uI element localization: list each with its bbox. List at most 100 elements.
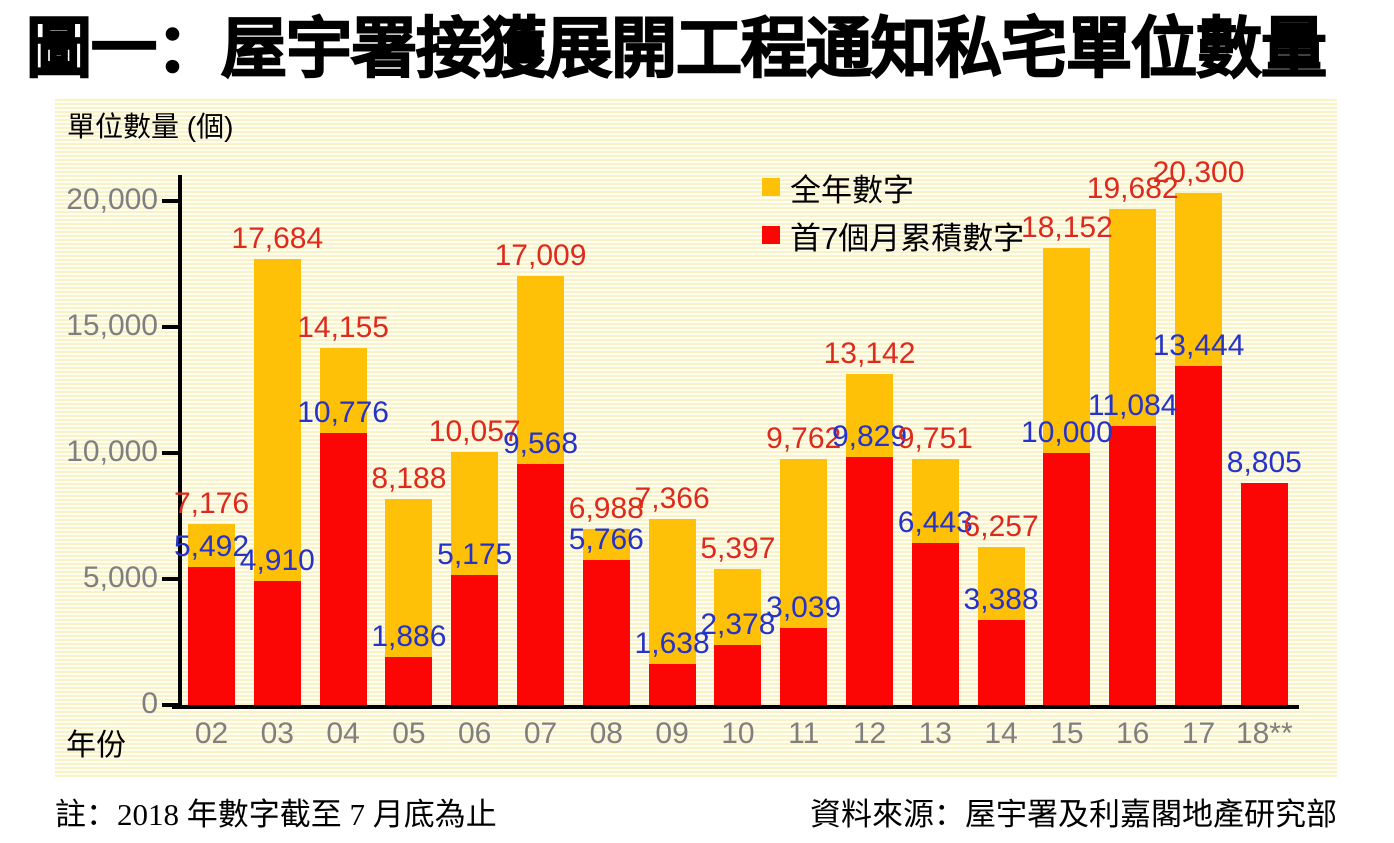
y-tick-label: 10,000 (66, 435, 158, 468)
label-seven-month-05: 1,886 (371, 620, 447, 654)
bar-seven-month-05 (385, 657, 433, 705)
label-full-year-11: 9,762 (766, 421, 842, 455)
label-seven-month-12: 9,829 (831, 420, 908, 454)
bar-full-year-04 (319, 348, 367, 434)
legend: 全年數字 首7個月累積數字 (762, 167, 1025, 256)
bar-seven-month-17 (1175, 366, 1222, 705)
x-tick-label-15: 15 (1050, 717, 1084, 750)
bar-full-year-05 (385, 498, 433, 658)
bar-full-year-08 (582, 528, 630, 560)
bar-full-year-17 (1175, 193, 1222, 367)
label-full-year-05: 8,188 (371, 461, 447, 495)
legend-label-seven-month: 首7個月累積數字 (790, 220, 1025, 256)
bar-full-year-11 (780, 458, 828, 629)
label-seven-month-13: 6,443 (897, 505, 973, 539)
y-tick-mark (162, 325, 178, 329)
source-text: 資料來源：屋宇署及利嘉閣地產研究部 (810, 797, 1337, 832)
label-full-year-08: 6,988 (568, 491, 644, 525)
x-tick-label-06: 06 (458, 717, 492, 750)
bar-seven-month-03 (253, 581, 301, 705)
bar-full-year-03 (253, 259, 301, 582)
y-tick-mark (162, 577, 178, 581)
label-seven-month-17: 13,444 (1152, 329, 1245, 363)
label-full-year-06: 10,057 (428, 414, 521, 448)
label-full-year-03: 17,684 (231, 222, 324, 256)
label-seven-month-07: 9,568 (502, 426, 579, 460)
bar-seven-month-10 (714, 645, 762, 705)
label-full-year-15: 18,152 (1021, 210, 1113, 244)
bar-seven-month-14 (977, 619, 1025, 705)
bar-seven-month-09 (648, 663, 696, 705)
bar-seven-month-04 (319, 433, 367, 705)
bar-seven-month-16 (1109, 425, 1157, 705)
legend-item-seven-month: 首7個月累積數字 (762, 215, 1025, 256)
y-axis (178, 175, 182, 709)
x-axis-title: 年份 (66, 729, 126, 762)
label-full-year-16: 19,682 (1086, 172, 1179, 205)
note-text: 註：2018 年數字截至 7 月底為止 (55, 797, 497, 832)
label-seven-month-15: 10,000 (1021, 416, 1113, 449)
legend-item-full-year: 全年數字 (762, 167, 1024, 208)
y-tick-mark (162, 451, 178, 455)
bar-full-year-14 (977, 547, 1025, 620)
label-seven-month-04: 10,776 (297, 396, 389, 430)
label-full-year-10: 5,397 (700, 531, 776, 565)
x-tick-label-12: 12 (852, 717, 887, 750)
x-tick-label-09: 09 (655, 717, 689, 750)
figure-title: 圖一：屋宇署接獲展開工程通知私宅單位數量 (25, 10, 1328, 86)
bar-seven-month-08 (582, 559, 630, 705)
bar-seven-month-06 (451, 574, 499, 705)
bar-seven-month-02 (188, 566, 235, 705)
label-full-year-13: 9,751 (897, 422, 973, 456)
bar-full-year-06 (451, 451, 499, 575)
bar-full-year-02 (188, 524, 235, 567)
label-full-year-04: 14,155 (297, 311, 389, 345)
x-tick-label-14: 14 (984, 717, 1018, 750)
label-seven-month-03: 4,910 (239, 544, 315, 578)
bar-seven-month-15 (1043, 453, 1091, 705)
bar-full-year-10 (714, 568, 762, 646)
bar-seven-month-12 (846, 457, 893, 705)
x-tick-label-10: 10 (721, 717, 755, 750)
y-tick-label: 0 (141, 687, 158, 720)
label-full-year-12: 13,142 (823, 336, 916, 370)
label-seven-month-16: 11,084 (1087, 388, 1178, 422)
label-full-year-09: 7,366 (634, 482, 710, 516)
label-seven-month-11: 3,039 (766, 591, 842, 625)
x-tick-label-18: 18** (1235, 717, 1293, 750)
label-seven-month-10: 2,378 (700, 608, 776, 642)
bar-full-year-13 (911, 459, 959, 543)
x-tick-label-04: 04 (326, 717, 360, 750)
bar-seven-month-07 (517, 463, 564, 705)
x-axis (172, 705, 1299, 709)
label-seven-month-08: 5,766 (568, 522, 644, 556)
label-full-year-07: 17,009 (494, 239, 587, 273)
bar-full-year-15 (1043, 247, 1091, 453)
label-seven-month-18: 8,805 (1226, 446, 1302, 480)
x-tick-label-05: 05 (392, 717, 426, 750)
x-tick-label-16: 16 (1116, 717, 1150, 750)
x-tick-label-08: 08 (589, 717, 623, 750)
bar-full-year-07 (517, 276, 564, 464)
label-full-year-17: 20,300 (1152, 156, 1245, 190)
label-full-year-02: 7,176 (173, 487, 250, 521)
bar-full-year-12 (846, 373, 893, 458)
label-full-year-14: 6,257 (963, 510, 1039, 544)
y-tick-label: 20,000 (66, 183, 158, 216)
y-tick-label: 15,000 (66, 309, 158, 342)
x-tick-label-07: 07 (523, 717, 558, 750)
chart-panel: 單位數量 (個) 0 5,000 10,000 15,000 20,000 7,176 5… (55, 97, 1337, 777)
label-seven-month-09: 1,638 (634, 626, 710, 660)
y-tick-label: 5,000 (82, 561, 158, 594)
label-seven-month-02: 5,492 (173, 529, 250, 563)
x-tick-label-03: 03 (260, 717, 294, 750)
legend-swatch-full-year-icon (762, 178, 780, 196)
legend-swatch-seven-month-icon (762, 226, 780, 244)
x-tick-label-02: 02 (194, 717, 229, 750)
bar-full-year-16 (1109, 209, 1157, 426)
y-axis-title: 單位數量 (個) (67, 111, 234, 142)
footer: 註：2018 年數字截至 7 月底為止 資料來源：屋宇署及利嘉閣地產研究部 (55, 789, 1337, 834)
y-tick-mark (162, 703, 178, 707)
bar-seven-month-13 (911, 542, 959, 705)
y-tick-mark (162, 199, 178, 203)
